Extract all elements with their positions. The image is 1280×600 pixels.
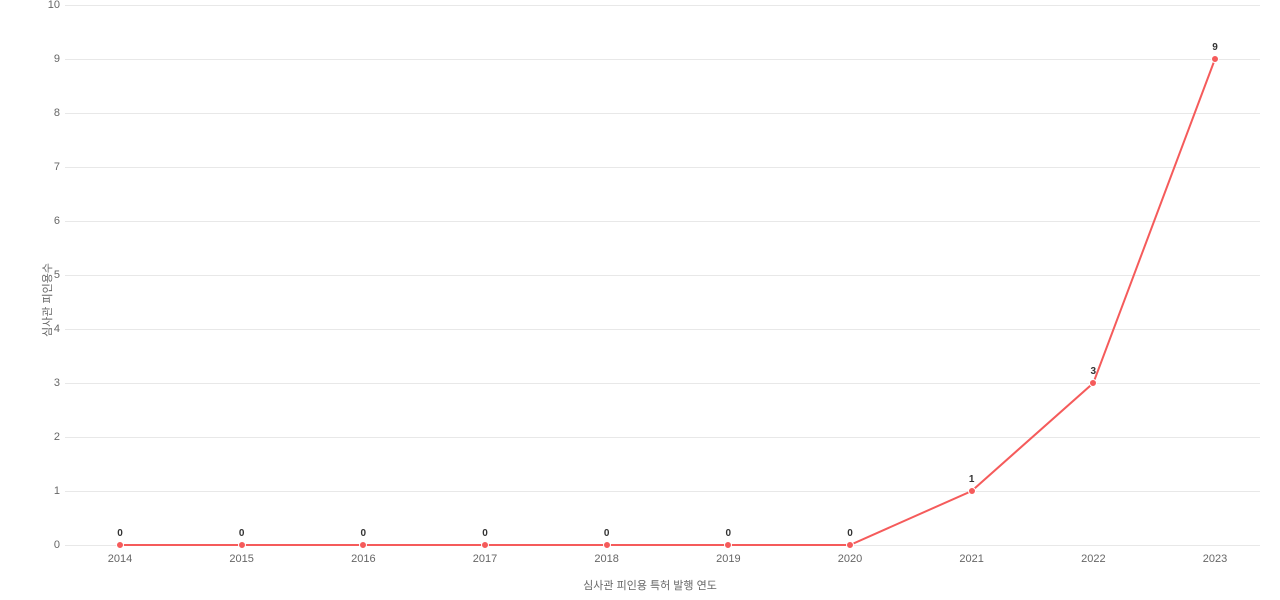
data-point — [238, 541, 246, 549]
data-label: 0 — [604, 528, 610, 539]
plot-area: 0123456789102014201520162017201820192020… — [65, 5, 1260, 545]
data-point — [359, 541, 367, 549]
x-tick-label: 2015 — [229, 553, 253, 565]
chart-container: 심사관 피인용수 0123456789102014201520162017201… — [30, 5, 1270, 595]
y-tick-label: 10 — [40, 0, 60, 11]
y-tick-label: 5 — [40, 269, 60, 281]
x-tick-label: 2014 — [108, 553, 132, 565]
data-point — [481, 541, 489, 549]
data-label: 9 — [1212, 42, 1218, 53]
y-tick-label: 9 — [40, 53, 60, 65]
data-point — [846, 541, 854, 549]
data-point — [968, 487, 976, 495]
data-label: 0 — [847, 528, 853, 539]
y-tick-label: 0 — [40, 539, 60, 551]
x-tick-label: 2021 — [959, 553, 983, 565]
data-label: 0 — [361, 528, 367, 539]
x-axis-label: 심사관 피인용 특허 발행 연도 — [583, 577, 717, 593]
y-tick-label: 6 — [40, 215, 60, 227]
data-label: 0 — [117, 528, 123, 539]
data-label: 0 — [726, 528, 732, 539]
y-tick-label: 8 — [40, 107, 60, 119]
chart-line-svg — [65, 5, 1260, 545]
data-point — [603, 541, 611, 549]
y-tick-label: 4 — [40, 323, 60, 335]
x-tick-label: 2017 — [473, 553, 497, 565]
data-label: 3 — [1091, 366, 1097, 377]
data-point — [1211, 55, 1219, 63]
chart-line — [120, 59, 1215, 545]
x-tick-label: 2016 — [351, 553, 375, 565]
data-label: 0 — [239, 528, 245, 539]
data-point — [116, 541, 124, 549]
y-tick-label: 3 — [40, 377, 60, 389]
x-tick-label: 2018 — [594, 553, 618, 565]
data-point — [724, 541, 732, 549]
y-tick-label: 1 — [40, 485, 60, 497]
data-label: 0 — [482, 528, 488, 539]
y-tick-label: 2 — [40, 431, 60, 443]
y-tick-label: 7 — [40, 161, 60, 173]
x-tick-label: 2019 — [716, 553, 740, 565]
x-tick-label: 2022 — [1081, 553, 1105, 565]
data-label: 1 — [969, 474, 975, 485]
data-point — [1089, 379, 1097, 387]
x-tick-label: 2023 — [1203, 553, 1227, 565]
x-tick-label: 2020 — [838, 553, 862, 565]
